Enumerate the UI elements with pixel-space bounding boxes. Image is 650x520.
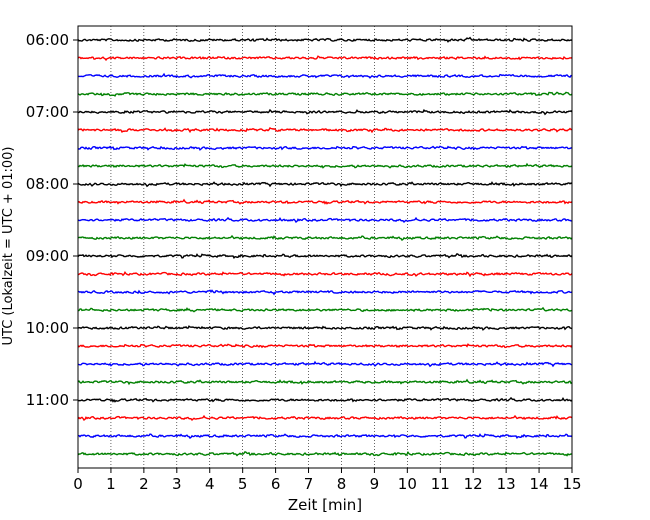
trace-0945 <box>77 306 573 313</box>
y-tick-label: 06:00 <box>26 31 69 49</box>
trace-0700 <box>77 108 573 116</box>
x-tick-label: 11 <box>431 475 450 493</box>
trace-0800 <box>77 181 573 188</box>
x-tick-label: 4 <box>205 475 215 493</box>
x-tick-label: 5 <box>238 475 248 493</box>
plot-background <box>78 26 572 468</box>
trace-0730 <box>77 145 573 151</box>
x-axis-ticks: 0 1 2 3 4 5 6 7 8 9 10 11 12 13 14 15 <box>73 468 582 493</box>
x-tick-label: 10 <box>398 475 417 493</box>
x-tick-label: 6 <box>271 475 281 493</box>
trace-1130 <box>77 433 573 440</box>
trace-1115 <box>77 414 573 422</box>
x-tick-label: 15 <box>562 475 581 493</box>
trace-0715 <box>77 126 573 134</box>
x-tick-label: 9 <box>370 475 380 493</box>
trace-0600 <box>77 36 573 43</box>
trace-1000 <box>77 325 573 331</box>
trace-0615 <box>77 55 573 62</box>
y-tick-label: 10:00 <box>26 319 69 337</box>
trace-1030 <box>77 360 573 368</box>
y-tick-label: 08:00 <box>26 175 69 193</box>
x-axis-label: Zeit [min] <box>288 496 362 514</box>
x-tick-label: 2 <box>139 475 149 493</box>
x-tick-label: 0 <box>73 475 83 493</box>
seismogram-traces <box>77 36 573 457</box>
x-tick-label: 1 <box>106 475 116 493</box>
x-tick-label: 12 <box>464 475 483 493</box>
x-tick-label: 14 <box>530 475 549 493</box>
x-tick-label: 8 <box>337 475 347 493</box>
trace-0845 <box>77 234 573 242</box>
trace-0745 <box>77 162 573 169</box>
trace-0630 <box>77 72 573 79</box>
y-axis-label: UTC (Lokalzeit = UTC + 01:00) <box>1 147 16 346</box>
y-tick-label: 09:00 <box>26 247 69 265</box>
y-axis-ticks: 06:00 07:00 08:00 09:00 10:00 11:00 <box>26 31 78 409</box>
trace-0830 <box>77 216 573 224</box>
x-tick-label: 13 <box>497 475 516 493</box>
trace-0900 <box>77 253 573 260</box>
y-tick-label: 11:00 <box>26 391 69 409</box>
plot-frame <box>77 25 573 469</box>
trace-1015 <box>77 343 573 349</box>
trace-0645 <box>77 91 573 97</box>
trace-0930 <box>77 289 573 296</box>
x-tick-label: 7 <box>304 475 314 493</box>
trace-1045 <box>77 378 573 386</box>
trace-1145 <box>77 451 573 457</box>
trace-0915 <box>77 271 573 278</box>
x-tick-label: 3 <box>172 475 182 493</box>
trace-0815 <box>77 198 573 205</box>
trace-1100 <box>77 396 573 403</box>
y-tick-label: 07:00 <box>26 103 69 121</box>
